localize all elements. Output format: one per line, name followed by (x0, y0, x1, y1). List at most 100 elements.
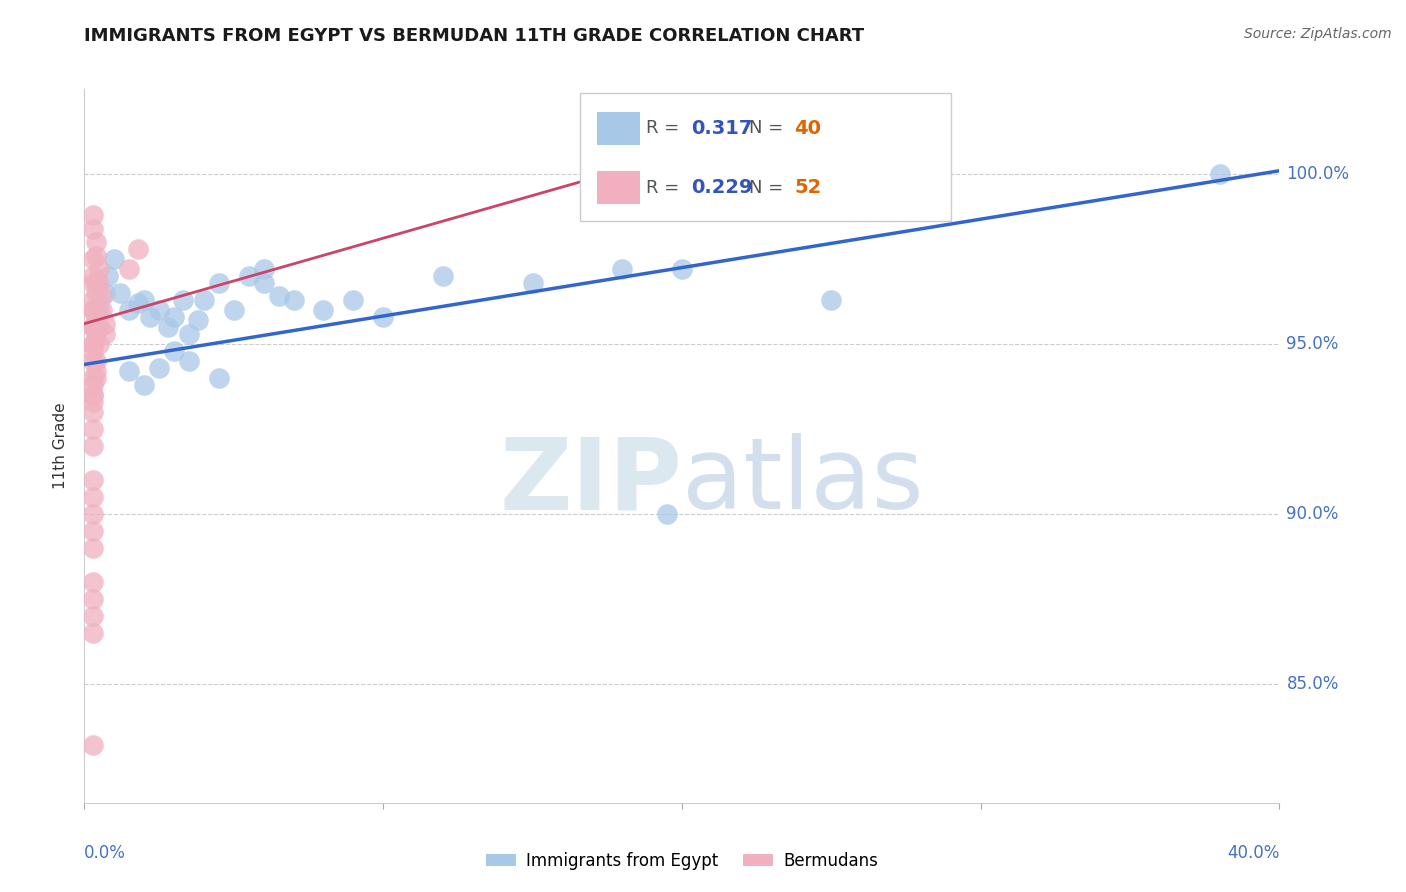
Point (82, 371, 104, 385)
FancyBboxPatch shape (598, 112, 640, 145)
Point (82, 405, 104, 419)
Point (82, 388, 104, 402)
Point (820, 293, 842, 307)
Text: 40.0%: 40.0% (1227, 844, 1279, 862)
Point (82, 574, 104, 589)
Text: R =: R = (645, 120, 685, 137)
Point (132, 377, 156, 392)
Point (86, 276, 108, 290)
Point (163, 310, 186, 324)
Point (82, 221, 104, 235)
Point (342, 293, 364, 307)
Point (253, 262, 276, 277)
Point (82, 303, 104, 318)
Point (97, 269, 120, 284)
Point (82, 422, 104, 436)
Point (82, 507, 104, 521)
Point (253, 276, 276, 290)
Point (132, 293, 156, 307)
Point (82, 524, 104, 538)
Point (89, 262, 111, 277)
Point (82, 388, 104, 402)
Point (127, 296, 149, 310)
Point (82, 343, 104, 358)
Point (86, 310, 108, 324)
Point (103, 252, 125, 266)
Point (172, 293, 194, 307)
FancyBboxPatch shape (598, 171, 640, 204)
Text: 0.317: 0.317 (692, 119, 752, 138)
Point (148, 303, 170, 318)
Point (208, 371, 231, 385)
Point (238, 269, 260, 284)
Text: IMMIGRANTS FROM EGYPT VS BERMUDAN 11TH GRADE CORRELATION CHART: IMMIGRANTS FROM EGYPT VS BERMUDAN 11TH G… (84, 27, 865, 45)
Point (82, 377, 104, 392)
Point (82, 303, 104, 318)
Point (82, 738, 104, 752)
Point (82, 276, 104, 290)
Point (1208, 167, 1232, 181)
Point (177, 354, 200, 368)
Point (82, 320, 104, 334)
Point (94, 326, 117, 341)
Point (82, 337, 104, 351)
Text: N =: N = (749, 120, 789, 137)
Y-axis label: 11th Grade: 11th Grade (53, 402, 69, 490)
Point (82, 208, 104, 222)
Point (610, 262, 633, 277)
Point (86, 371, 108, 385)
Point (110, 286, 132, 301)
Point (222, 303, 245, 318)
Point (127, 242, 149, 256)
Point (267, 289, 290, 303)
Point (82, 269, 104, 284)
Legend: Immigrants from Egypt, Bermudans: Immigrants from Egypt, Bermudans (479, 846, 884, 877)
Point (118, 303, 141, 318)
Point (86, 303, 108, 318)
Point (208, 276, 231, 290)
Point (312, 303, 335, 318)
Point (671, 262, 693, 277)
Text: 95.0%: 95.0% (1286, 335, 1339, 353)
Point (94, 317, 117, 331)
Point (89, 303, 111, 318)
Point (82, 320, 104, 334)
Point (522, 276, 544, 290)
Point (89, 276, 111, 290)
Point (86, 286, 108, 301)
Point (86, 249, 108, 263)
Text: N =: N = (749, 178, 789, 196)
Text: Source: ZipAtlas.com: Source: ZipAtlas.com (1244, 27, 1392, 41)
Point (89, 320, 111, 334)
Point (82, 439, 104, 453)
Point (82, 320, 104, 334)
Point (177, 326, 200, 341)
Text: 0.0%: 0.0% (84, 844, 127, 862)
Point (163, 343, 186, 358)
Point (118, 262, 141, 277)
Text: atlas: atlas (682, 434, 924, 530)
Point (82, 394, 104, 409)
Point (139, 310, 162, 324)
Point (148, 360, 170, 375)
Point (432, 269, 454, 284)
Point (82, 252, 104, 266)
Text: 40: 40 (794, 119, 821, 138)
Point (193, 293, 215, 307)
Point (82, 591, 104, 606)
Text: 90.0%: 90.0% (1286, 505, 1339, 523)
Point (91, 303, 114, 318)
Point (82, 608, 104, 623)
Point (82, 626, 104, 640)
Point (82, 354, 104, 368)
Text: 100.0%: 100.0% (1286, 165, 1350, 183)
Text: 52: 52 (794, 178, 821, 197)
FancyBboxPatch shape (581, 93, 950, 221)
Point (86, 364, 108, 378)
Point (118, 364, 141, 378)
Point (283, 293, 305, 307)
Point (91, 289, 114, 303)
Point (86, 326, 108, 341)
Text: R =: R = (645, 178, 685, 196)
Point (89, 337, 111, 351)
